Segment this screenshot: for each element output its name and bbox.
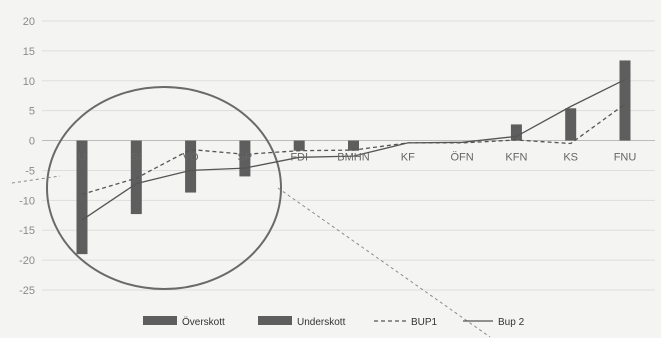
category-label: BMHN [337, 152, 369, 164]
category-label: ÖFN [450, 152, 473, 164]
bar-underskott [293, 140, 305, 151]
category-label: KFN [505, 152, 527, 164]
highlight-pointer-line-right [277, 187, 491, 338]
y-tick-label: -10 [19, 195, 35, 207]
highlight-ellipse [46, 86, 282, 290]
bar-underskott [130, 140, 142, 215]
category-label: KS [563, 152, 578, 164]
legend-swatch [143, 316, 177, 325]
annotations [11, 86, 491, 338]
bar-overskott [510, 124, 522, 141]
legend-swatch [258, 316, 292, 325]
legend: Överskott Underskott BUP1 Bup 2 [143, 316, 525, 328]
highlight-pointer-line-left [11, 175, 61, 184]
series-line-bup1 [81, 103, 626, 196]
bars [76, 60, 631, 255]
category-label: SP [238, 152, 253, 164]
y-tick-label: 15 [23, 46, 35, 58]
y-axis-ticks: 20 15 10 5 0 -5 -10 -15 -20 -25 [19, 16, 35, 297]
bar-underskott [348, 140, 359, 151]
category-label: FNU [614, 152, 637, 164]
category-label: U [78, 152, 86, 164]
legend-label: Underskott [297, 317, 346, 328]
y-tick-label: 10 [23, 76, 35, 88]
series-lines [81, 79, 626, 221]
bar-underskott [76, 140, 88, 255]
legend-label: BUP1 [411, 317, 438, 328]
y-tick-label: -20 [19, 255, 35, 267]
category-labels: U SI VO SP FDI BMHN KF ÖFN KFN KS FNU [78, 152, 636, 164]
bar-overskott [619, 60, 631, 141]
y-tick-label: -25 [19, 285, 35, 297]
bar-underskott [239, 140, 251, 177]
category-label: SI [131, 152, 141, 164]
legend-label: Bup 2 [498, 317, 525, 328]
bar-overskott [565, 108, 577, 141]
y-tick-label: -5 [25, 165, 35, 177]
series-line-bup-2 [81, 79, 626, 221]
y-tick-label: -15 [19, 225, 35, 237]
bar-underskott [185, 140, 197, 193]
y-tick-label: 0 [29, 136, 35, 148]
category-label: VO [183, 152, 199, 164]
y-tick-label: 5 [29, 106, 35, 118]
category-label: KF [401, 152, 415, 164]
category-label: FDI [290, 152, 308, 164]
y-tick-label: 20 [23, 16, 35, 28]
legend-label: Överskott [182, 316, 225, 328]
